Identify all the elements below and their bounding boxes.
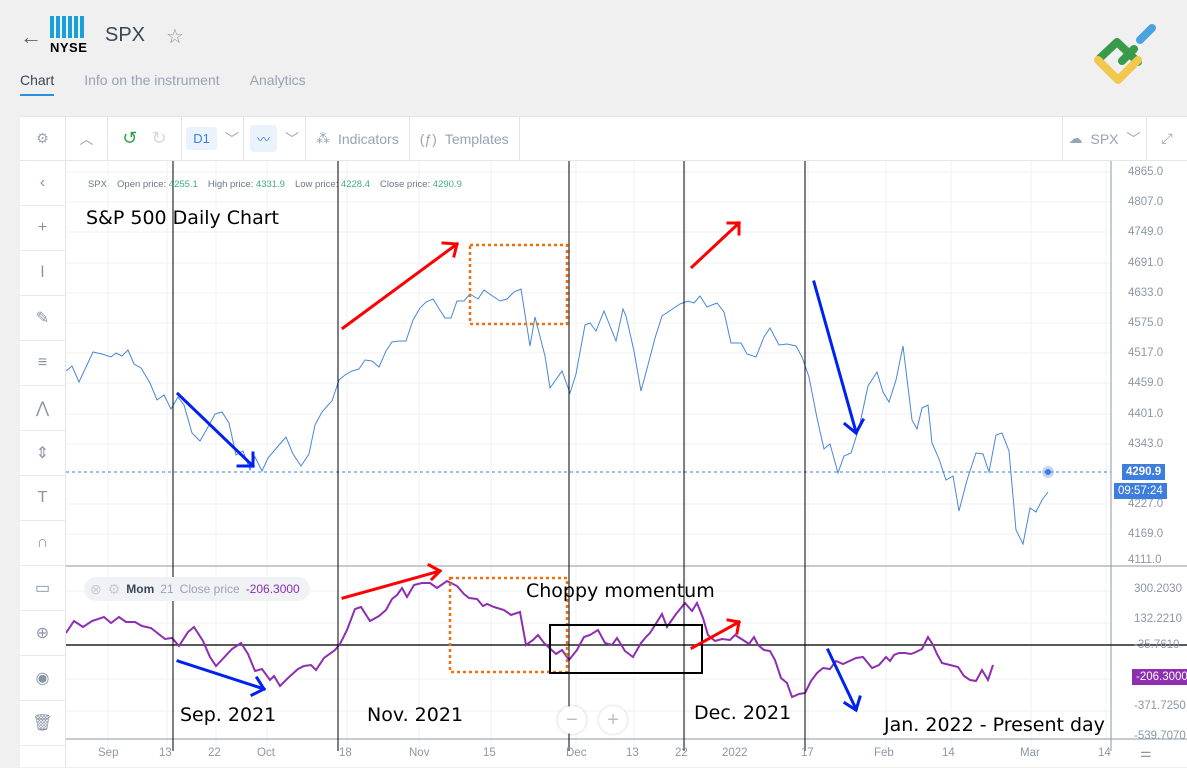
undo-redo-group: ↺ ↻ xyxy=(108,116,182,161)
nyse-logo: NYSE xyxy=(50,16,92,56)
jan-2022-annotation: Jan. 2022 - Present day xyxy=(884,714,1105,736)
collapse-button[interactable]: ︿ xyxy=(66,116,108,161)
momentum-value-tag: -206.3000 xyxy=(1132,669,1187,685)
ticker-title: SPX xyxy=(105,24,146,46)
magnet-icon[interactable]: ∩ xyxy=(20,521,65,566)
undo-icon[interactable]: ↺ xyxy=(122,128,138,148)
parallel-channel-icon[interactable]: ≡ xyxy=(20,341,65,386)
crosshair-icon[interactable]: + xyxy=(20,206,65,251)
settings-button[interactable]: ⚙ xyxy=(20,116,66,161)
choppy-momentum-annotation: Choppy momentum xyxy=(526,580,715,602)
tabs: Chart Info on the instrument Analytics xyxy=(20,72,306,96)
trash-icon[interactable]: 🗑 xyxy=(20,701,65,746)
back-arrow-icon[interactable]: ← xyxy=(20,24,42,49)
ohlc-legend: SPX Open price: 4255.1 High price: 4331.… xyxy=(88,179,462,190)
fullscreen-icon: ⤢ xyxy=(1161,130,1173,146)
indicators-icon: ⁂ xyxy=(316,130,330,146)
zoom-in-button[interactable]: + xyxy=(599,706,627,734)
vertical-line-icon[interactable]: ǀ xyxy=(20,251,65,296)
chevron-down-icon: ﹀ xyxy=(224,130,239,147)
pattern-icon[interactable]: ⋀ xyxy=(20,386,65,431)
function-icon: (ƒ) xyxy=(419,130,437,147)
brush-icon[interactable]: ✎ xyxy=(20,296,65,341)
tab-chart[interactable]: Chart xyxy=(20,72,55,96)
axis-settings-icon[interactable]: ⚌ xyxy=(1140,745,1152,760)
chart-type-select[interactable]: 〰 ﹀ xyxy=(244,116,306,161)
sep-2021-annotation: Sep. 2021 xyxy=(180,704,277,726)
last-price-tag: 4290.9 xyxy=(1122,464,1166,480)
chart-toolbar: ⚙ ︿ ↺ ↻ D1 ﹀ 〰 ﹀ ⁂ Indicators (ƒ) Templates … xyxy=(20,116,1187,161)
gear-icon: ⚙ xyxy=(36,130,49,146)
nov-2021-annotation: Nov. 2021 xyxy=(367,704,464,726)
drawing-tools-sidebar: ‹ + ǀ ✎ ≡ ⋀ ⇕ T ∩ ▭ ⊕ ◉ 🗑 xyxy=(20,161,66,768)
chevron-down-icon: ﹀ xyxy=(285,130,300,147)
chart-area[interactable]: SPX Open price: 4255.1 High price: 4331.… xyxy=(66,161,1187,768)
text-icon[interactable]: T xyxy=(20,476,65,521)
header: ← NYSE SPX ☆ Chart Info on the instrumen… xyxy=(0,0,1187,116)
chevron-up-icon: ︿ xyxy=(79,130,94,147)
eye-icon[interactable]: ◉ xyxy=(20,656,65,701)
indicators-button[interactable]: ⁂ Indicators xyxy=(306,116,410,161)
cloud-upload-icon: ☁ xyxy=(1068,130,1083,146)
time-tag: 09:57:24 xyxy=(1114,483,1167,499)
dec-2021-annotation: Dec. 2021 xyxy=(694,702,792,724)
tab-info[interactable]: Info on the instrument xyxy=(84,72,220,88)
ruler-icon[interactable]: ▭ xyxy=(20,566,65,611)
chart-title-annotation: S&P 500 Daily Chart xyxy=(86,207,280,229)
favorite-star-icon[interactable]: ☆ xyxy=(166,26,184,48)
fullscreen-button[interactable]: ⤢ xyxy=(1147,117,1187,161)
templates-button[interactable]: (ƒ) Templates xyxy=(410,116,520,161)
collapse-sidebar-icon[interactable]: ‹ xyxy=(20,161,65,206)
gear-icon[interactable]: ⚙ xyxy=(107,580,121,597)
close-icon[interactable]: ⊗ xyxy=(90,580,102,597)
momentum-legend: ⊗ ⚙ Mom 21 Close price -206.3000 xyxy=(84,577,310,601)
chart-panel: ⚙ ︿ ↺ ↻ D1 ﹀ 〰 ﹀ ⁂ Indicators (ƒ) Templates … xyxy=(20,116,1187,768)
line-chart-icon: 〰 xyxy=(250,125,278,152)
tab-analytics[interactable]: Analytics xyxy=(249,72,306,88)
redo-icon[interactable]: ↻ xyxy=(151,128,167,148)
zoom-in-icon[interactable]: ⊕ xyxy=(20,611,65,656)
timeframe-select[interactable]: D1 ﹀ xyxy=(182,116,244,161)
fib-channel-icon[interactable]: ⇕ xyxy=(20,431,65,476)
zoom-out-button[interactable]: − xyxy=(558,706,586,734)
brand-logo-icon xyxy=(1094,24,1156,84)
chart-svg xyxy=(66,161,1187,751)
chevron-down-icon: ﹀ xyxy=(1126,130,1141,147)
symbol-select[interactable]: ☁ SPX ﹀ xyxy=(1063,116,1147,161)
